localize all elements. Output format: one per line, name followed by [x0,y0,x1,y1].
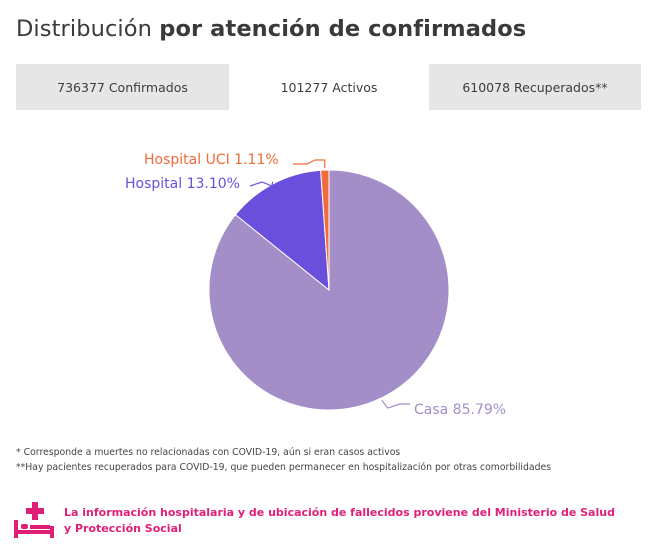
tab-bar: 736377 Confirmados 101277 Activos 610078… [16,64,641,110]
info-text: La información hospitalaria y de ubicaci… [64,506,615,535]
pie-chart: Casa 85.79% Hospital 13.10% Hospital UCI 1… [125,152,506,418]
tab-confirmados[interactable]: 736377 Confirmados [57,79,188,95]
tab-activos[interactable]: 101277 Activos [229,64,429,110]
hospital-bed-icon [14,502,54,538]
tab-recuperados[interactable]: 610078 Recuperados** [462,79,608,95]
chart-title: Distribución por atención de confirmados [16,16,526,42]
leader-line-hospital-uci [293,159,326,169]
leader-line-hospital [249,181,274,187]
slice-label-hospital: Hospital 13.10% [125,176,240,192]
footnote-2: **Hay pacientes recuperados para COVID-1… [16,462,552,473]
leader-line-casa [381,399,410,409]
slice-label-hospital-uci: Hospital UCI 1.11% [144,152,279,168]
slice-label-casa: Casa 85.79% [414,402,506,418]
title-light: Distribución [16,16,153,42]
footnote-1: * Corresponde a muertes no relacionadas … [16,447,401,458]
info-notice: La información hospitalaria y de ubicaci… [12,500,632,540]
pie-slice-hospital [234,169,330,292]
title-bold: por atención de confirmados [159,16,527,42]
pie-slice-hospital-uci [320,169,330,291]
pie-slice-casa [208,169,450,411]
